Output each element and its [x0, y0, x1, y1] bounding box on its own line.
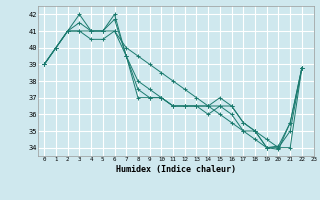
X-axis label: Humidex (Indice chaleur): Humidex (Indice chaleur) [116, 165, 236, 174]
